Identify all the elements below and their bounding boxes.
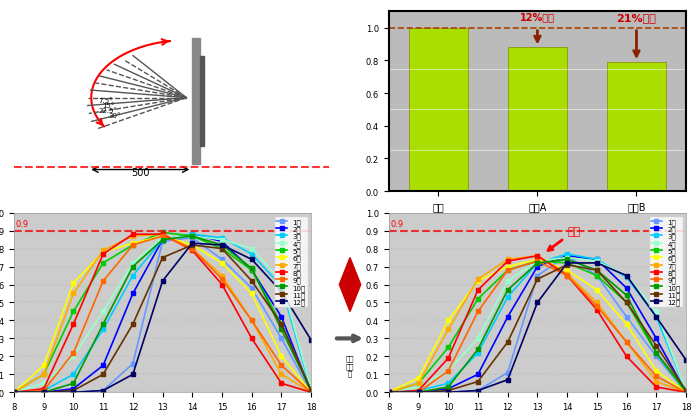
Text: 一段
り前
日: 一段 り前 日: [346, 355, 354, 376]
Text: 前減: 前減: [548, 227, 580, 251]
Legend: 1月, 2月, 3月, 4月, 5月, 6月, 7月, 8月, 9月, 10月, 11月, 12月: 1月, 2月, 3月, 4月, 5月, 6月, 7月, 8月, 9月, 10月,…: [274, 216, 308, 308]
Text: 0.9: 0.9: [15, 219, 29, 228]
Text: 500: 500: [131, 168, 150, 178]
Text: 7.5°: 7.5°: [98, 98, 113, 104]
Bar: [508, 48, 567, 192]
Bar: [607, 63, 666, 192]
Text: 21%低減: 21%低減: [617, 12, 657, 23]
Text: 12%低減: 12%低減: [520, 12, 555, 23]
Polygon shape: [340, 258, 360, 312]
Text: 30°: 30°: [108, 112, 121, 118]
Bar: [199, 57, 204, 147]
Bar: [409, 28, 468, 192]
Text: 0.9: 0.9: [391, 219, 403, 228]
Legend: 1月, 2月, 3月, 4月, 5月, 6月, 7月, 8月, 9月, 10月, 11月, 12月: 1月, 2月, 3月, 4月, 5月, 6月, 7月, 8月, 9月, 10月,…: [649, 216, 682, 308]
Bar: [193, 39, 200, 165]
Text: 22.5°: 22.5°: [98, 108, 117, 114]
Text: 15°: 15°: [102, 103, 114, 109]
